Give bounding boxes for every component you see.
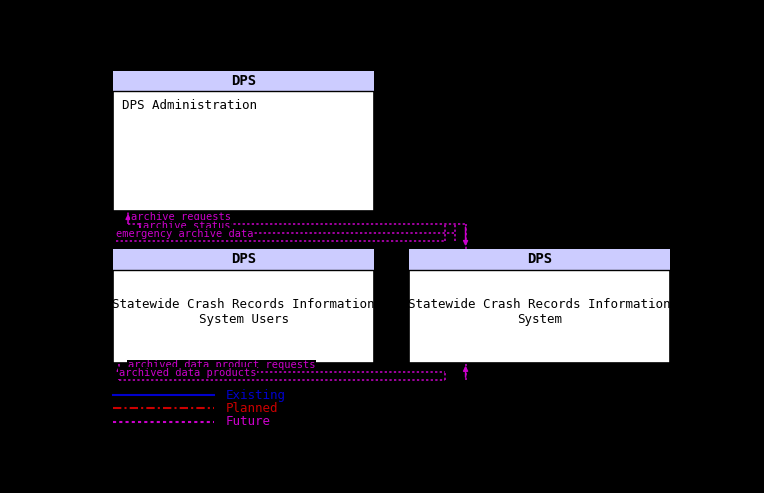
Bar [410, 249, 670, 270]
Text: Planned: Planned [226, 402, 278, 415]
Text: DPS Administration: DPS Administration [122, 99, 257, 112]
Text: Statewide Crash Records Information
System Users: Statewide Crash Records Information Syst… [112, 298, 375, 326]
Text: archive status: archive status [143, 221, 231, 231]
Text: archived data products: archived data products [119, 368, 257, 378]
Text: archive requests: archive requests [131, 212, 231, 222]
Bar [113, 70, 374, 91]
Bar [113, 249, 374, 270]
Bar [113, 70, 374, 211]
Text: Future: Future [226, 415, 270, 428]
Text: archived data product requests: archived data product requests [128, 360, 316, 370]
Bar [410, 249, 670, 363]
Bar [113, 249, 374, 363]
Text: Existing: Existing [226, 388, 286, 402]
Text: DPS: DPS [231, 74, 256, 88]
Text: emergency archive data: emergency archive data [116, 229, 254, 239]
Text: DPS: DPS [231, 252, 256, 266]
Text: Statewide Crash Records Information
System: Statewide Crash Records Information Syst… [408, 298, 671, 326]
Text: DPS: DPS [527, 252, 552, 266]
